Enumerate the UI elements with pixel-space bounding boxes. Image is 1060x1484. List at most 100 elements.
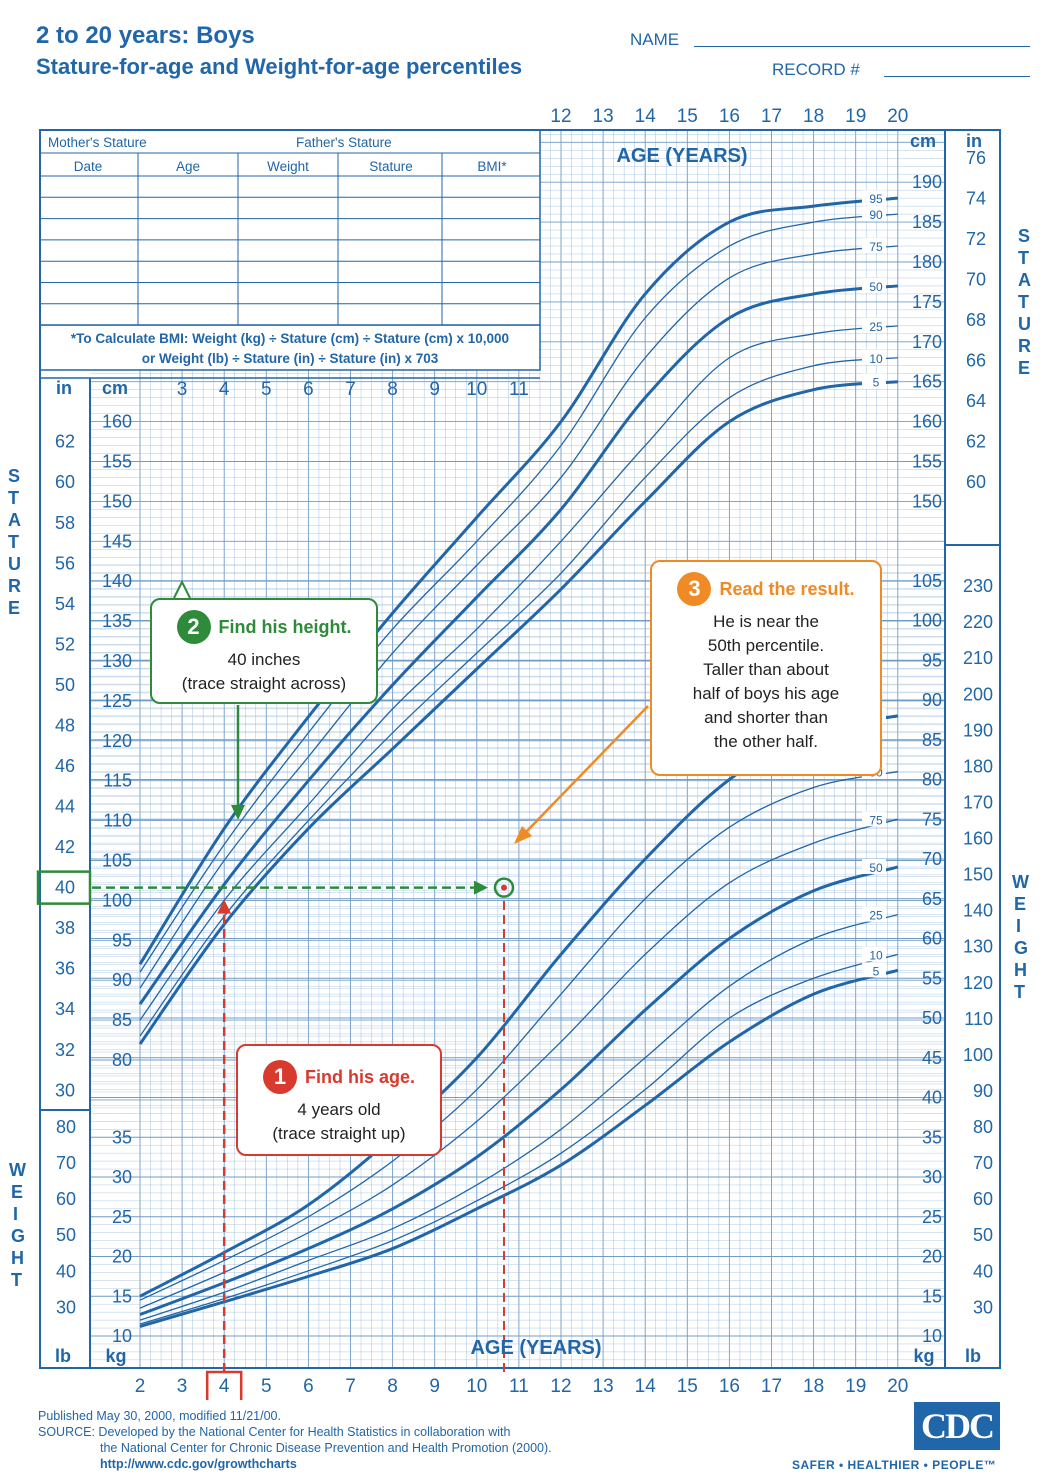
weight-lb-tick-right: 170 bbox=[963, 792, 993, 812]
record-line[interactable] bbox=[884, 76, 1030, 77]
weight-kg-tick-right: 70 bbox=[922, 849, 942, 869]
callout-result-line1: He is near the bbox=[713, 612, 819, 631]
weight-lb-tick-left: 50 bbox=[56, 1225, 76, 1245]
bmi-note-line2: or Weight (lb) ÷ Stature (in) ÷ Stature … bbox=[142, 351, 439, 366]
age-tick-bottom: 14 bbox=[635, 1376, 657, 1397]
age-tick-top: 19 bbox=[845, 106, 866, 127]
weight-kg-tick-right: 20 bbox=[922, 1247, 942, 1267]
weight-lb-tick-right: 160 bbox=[963, 829, 993, 849]
callout-result-line5: and shorter than bbox=[704, 708, 828, 727]
step-2-badge: 2 bbox=[176, 610, 211, 644]
weight-lb-tick-left: 80 bbox=[56, 1117, 76, 1137]
footer-url[interactable]: http://www.cdc.gov/growthcharts bbox=[100, 1457, 297, 1471]
age-tick-bottom: 13 bbox=[593, 1376, 614, 1397]
stature-in-tick-right: 74 bbox=[966, 188, 986, 208]
age-tick-bottom: 19 bbox=[845, 1376, 866, 1397]
age-tick-inner: 7 bbox=[345, 379, 356, 400]
age-tick-inner: 3 bbox=[177, 379, 188, 400]
weight-kg-tick-right: 60 bbox=[922, 929, 942, 949]
unit-cm-left: cm bbox=[102, 378, 128, 398]
stature-in-tick-right: 76 bbox=[966, 148, 986, 168]
unit-kg-left: kg bbox=[105, 1346, 126, 1366]
footer-source-line2: the National Center for Chronic Disease … bbox=[100, 1441, 552, 1455]
stature-highlight-box bbox=[36, 870, 92, 905]
unit-in-left: in bbox=[56, 378, 72, 398]
weight-kg-tick-right: 90 bbox=[922, 690, 942, 710]
col-bmi: BMI* bbox=[477, 159, 507, 174]
weight-kg-tick-right: 105 bbox=[912, 571, 942, 591]
plotted-point-ring bbox=[493, 877, 515, 898]
stature-in-tick-right: 66 bbox=[966, 351, 986, 371]
callout-read-result: 3 Read the result. He is near the 50th pe… bbox=[650, 560, 882, 776]
stature-curve-p75 bbox=[139, 245, 898, 989]
weight-curve-p10 bbox=[139, 953, 898, 1325]
plotted-point bbox=[501, 884, 507, 891]
col-date: Date bbox=[74, 159, 103, 174]
weight-lb-tick-right: 130 bbox=[963, 937, 993, 957]
stature-curve-p5 bbox=[138, 380, 898, 1045]
age-tick-bottom: 7 bbox=[345, 1376, 356, 1397]
weight-lb-tick-right: 70 bbox=[973, 1153, 993, 1173]
callout-height-line2: (trace straight across) bbox=[181, 674, 347, 693]
stature-in-tick-left: 48 bbox=[55, 715, 75, 735]
stature-cm-tick-left: 110 bbox=[103, 811, 132, 831]
weight-curve-p90 bbox=[139, 770, 898, 1301]
stature-percentile-label: 10 bbox=[869, 352, 883, 366]
stature-cm-tick-right: 150 bbox=[912, 491, 942, 511]
name-line[interactable] bbox=[694, 46, 1030, 47]
weight-lb-tick-left: 30 bbox=[56, 1297, 76, 1317]
weight-curve-p75 bbox=[139, 818, 898, 1309]
stature-in-tick-left: 40 bbox=[55, 878, 75, 898]
stature-curve-p95 bbox=[138, 196, 898, 966]
col-stature: Stature bbox=[369, 159, 413, 174]
weight-lb-tick-right: 150 bbox=[963, 865, 993, 885]
age-tick-top: 15 bbox=[677, 106, 698, 127]
callout-find-age: 1 Find his age. 4 years old (trace straig… bbox=[236, 1044, 442, 1156]
weight-lb-tick-right: 30 bbox=[973, 1297, 993, 1317]
stature-cm-tick-left: 125 bbox=[102, 691, 132, 711]
callout-age-line1: 4 years old bbox=[297, 1100, 381, 1119]
age-tick-top: 17 bbox=[761, 106, 782, 127]
weight-kg-tick-right: 45 bbox=[922, 1048, 942, 1068]
weight-kg-tick-left: 15 bbox=[112, 1286, 132, 1306]
mothers-stature-label: Mother's Stature bbox=[48, 135, 147, 150]
stature-percentile-label: 25 bbox=[869, 320, 883, 334]
age-tick-inner: 10 bbox=[466, 379, 487, 400]
stature-cm-tick-left: 120 bbox=[102, 731, 132, 751]
weight-percentile-label: 25 bbox=[869, 909, 883, 923]
callout-result-title: Read the result. bbox=[719, 579, 855, 599]
weight-percentile-label: 10 bbox=[869, 948, 883, 962]
stature-cm-tick-left: 105 bbox=[102, 851, 132, 871]
weight-lb-tick-right: 80 bbox=[973, 1117, 993, 1137]
weight-kg-tick-left: 30 bbox=[112, 1167, 132, 1187]
callout-height-title: Find his height. bbox=[218, 617, 352, 637]
stature-cm-tick-right: 170 bbox=[912, 332, 942, 352]
weight-kg-tick-right: 75 bbox=[922, 809, 942, 829]
stature-in-tick-right: 60 bbox=[966, 472, 986, 492]
age-tick-inner: 9 bbox=[429, 379, 440, 400]
age-tick-top: 13 bbox=[593, 106, 614, 127]
stature-percentile-label: 50 bbox=[869, 280, 883, 294]
weight-curve-p25 bbox=[139, 914, 898, 1321]
stature-in-tick-right: 62 bbox=[966, 432, 986, 452]
age-tick-bottom: 6 bbox=[303, 1376, 314, 1397]
weight-lb-tick-right: 210 bbox=[963, 648, 993, 668]
stature-in-tick-left: 50 bbox=[55, 675, 75, 695]
stature-cm-tick-left: 140 bbox=[102, 571, 132, 591]
stature-cm-tick-right: 190 bbox=[912, 172, 942, 192]
record-label: RECORD # bbox=[772, 60, 860, 79]
weight-lb-tick-right: 120 bbox=[963, 973, 993, 993]
age-tick-bottom: 3 bbox=[177, 1376, 188, 1397]
age-tick-bottom: 16 bbox=[719, 1376, 740, 1397]
callout-age-line2: (trace straight up) bbox=[272, 1124, 406, 1143]
height-callout-pointer bbox=[173, 579, 191, 599]
chart-title-line1: 2 to 20 years: Boys bbox=[36, 22, 255, 49]
stature-cm-tick-left: 85 bbox=[112, 1010, 132, 1030]
weight-lb-tick-right: 180 bbox=[963, 756, 993, 776]
chart-frames bbox=[39, 129, 1001, 1369]
age-tick-inner: 4 bbox=[219, 379, 230, 400]
weight-kg-tick-right: 25 bbox=[922, 1207, 942, 1227]
stature-curve-p10 bbox=[139, 357, 898, 1037]
